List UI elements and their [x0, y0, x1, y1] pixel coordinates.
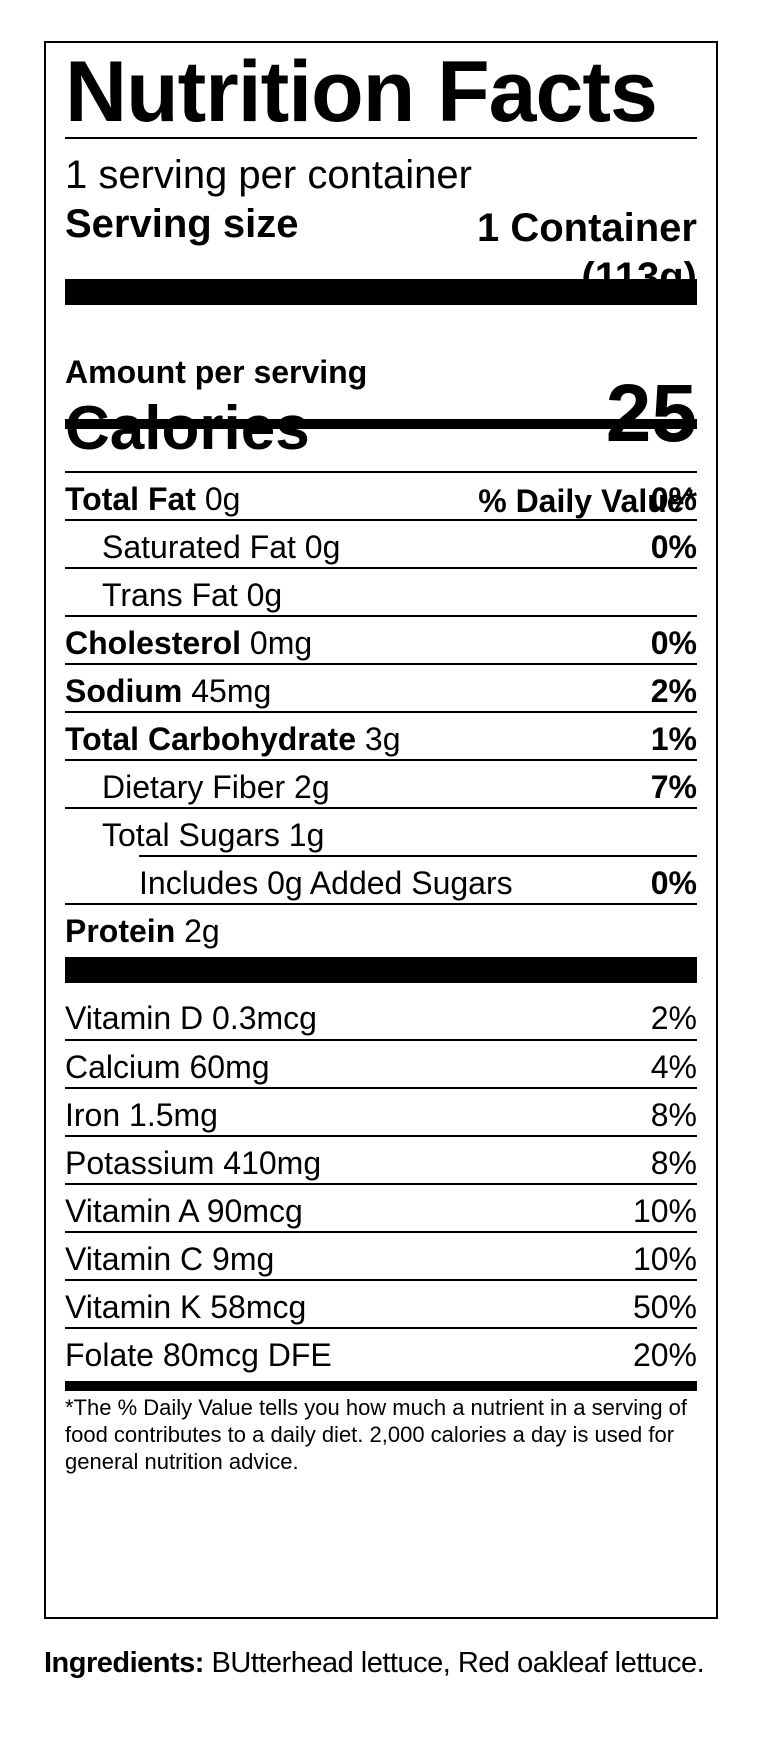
- vitamin-name: Vitamin C 9mg: [65, 1241, 275, 1277]
- divider: [65, 663, 697, 665]
- nutrient-name: Saturated Fat: [102, 529, 296, 565]
- nutrition-facts-label: Nutrition Facts 1 serving per container …: [44, 41, 718, 1619]
- medium-divider: [65, 419, 697, 429]
- nutrient-dv: 7%: [650, 769, 697, 805]
- vitamin-dv: 10%: [632, 1241, 697, 1277]
- nutrient-amount: 0mg: [249, 625, 313, 661]
- thick-divider: [65, 957, 697, 983]
- nutrient-row-cholesterol: Cholesterol 0mg 0%: [65, 617, 697, 669]
- vitamin-name: Folate 80mcg DFE: [65, 1337, 332, 1373]
- serving-size-value-line1: 1 Container: [476, 206, 697, 250]
- serving-size-label: Serving size: [65, 202, 299, 246]
- daily-value-header: % Daily Value*: [478, 483, 697, 519]
- nutrient-name: Cholesterol: [65, 625, 242, 661]
- vitamin-name: Potassium 410mg: [65, 1145, 322, 1181]
- amount-per-serving: Amount per serving: [65, 354, 368, 390]
- medium-divider: [65, 1381, 697, 1391]
- label-title: Nutrition Facts: [65, 44, 658, 140]
- nutrient-row-total-sugars: Total Sugars 1g: [65, 809, 697, 861]
- divider: [65, 1039, 697, 1041]
- vitamin-name: Vitamin D 0.3mcg: [65, 1000, 317, 1036]
- nutrient-row-added-sugars: Includes 0g Added Sugars 0%: [65, 857, 697, 909]
- nutrient-name: Trans Fat: [102, 577, 238, 613]
- nutrient-row-dietary-fiber: Dietary Fiber 2g 7%: [65, 761, 697, 813]
- vitamin-dv: 50%: [632, 1289, 697, 1325]
- vitamin-name: Vitamin A 90mcg: [65, 1193, 303, 1229]
- nutrient-amount: 2g: [294, 769, 330, 805]
- vitamin-row: Vitamin D 0.3mcg 2%: [65, 992, 697, 1044]
- divider: [65, 615, 697, 617]
- nutrient-row-protein: Protein 2g: [65, 905, 697, 957]
- nutrient-name: Includes 0g Added Sugars: [139, 865, 513, 901]
- nutrient-amount: 2g: [184, 913, 220, 949]
- vitamin-row: Vitamin C 9mg 10%: [65, 1233, 697, 1285]
- divider: [65, 807, 697, 809]
- ingredients: Ingredients: BUtterhead lettuce, Red oak…: [44, 1647, 705, 1679]
- nutrient-amount: 0g: [304, 529, 341, 565]
- calories-label: Calories: [65, 398, 310, 460]
- vitamin-row: Calcium 60mg 4%: [65, 1041, 697, 1093]
- divider: [65, 759, 697, 761]
- nutrient-name: Protein: [65, 913, 176, 949]
- divider: [65, 1327, 697, 1329]
- nutrient-dv: 1%: [650, 721, 697, 757]
- ingredients-label: Ingredients:: [44, 1647, 204, 1679]
- divider: [65, 1183, 697, 1185]
- divider: [65, 1231, 697, 1233]
- daily-value-footnote: *The % Daily Value tells you how much a …: [65, 1395, 688, 1474]
- divider: [65, 1087, 697, 1089]
- divider: [65, 567, 697, 569]
- nutrient-amount: 45mg: [191, 673, 272, 709]
- vitamin-dv: 4%: [650, 1049, 697, 1085]
- nutrient-dv: 0%: [650, 529, 697, 565]
- servings-per-container: 1 serving per container: [65, 153, 472, 197]
- vitamin-row: Folate 80mcg DFE 20%: [65, 1329, 697, 1381]
- nutrient-dv: 0%: [650, 625, 697, 661]
- divider: [65, 137, 697, 139]
- divider: [65, 471, 697, 473]
- nutrient-row-total-fat: Total Fat 0g 0%: [65, 473, 697, 525]
- nutrient-row-trans-fat: Trans Fat 0g: [65, 569, 697, 621]
- vitamin-dv: 20%: [632, 1337, 697, 1373]
- vitamin-name: Vitamin K 58mcg: [65, 1289, 307, 1325]
- nutrient-row-total-carbohydrate: Total Carbohydrate 3g 1%: [65, 713, 697, 765]
- nutrient-name: Sodium: [65, 673, 183, 709]
- nutrient-amount: 0g: [204, 481, 241, 517]
- nutrient-amount: 0g: [246, 577, 283, 613]
- nutrient-amount: 3g: [364, 721, 401, 757]
- vitamin-row: Vitamin A 90mcg 10%: [65, 1185, 697, 1237]
- divider: [139, 855, 697, 857]
- vitamin-dv: 8%: [650, 1097, 697, 1133]
- vitamin-name: Iron 1.5mg: [65, 1097, 218, 1133]
- vitamin-row: Iron 1.5mg 8%: [65, 1089, 697, 1141]
- nutrient-name: Total Fat: [65, 481, 196, 517]
- vitamin-dv: 2%: [650, 1000, 697, 1036]
- nutrient-dv: 2%: [650, 673, 697, 709]
- nutrient-name: Dietary Fiber: [102, 769, 286, 805]
- divider: [65, 903, 697, 905]
- nutrient-dv: 0%: [650, 481, 697, 517]
- ingredients-text: BUtterhead lettuce, Red oakleaf lettuce.: [211, 1647, 705, 1679]
- nutrient-row-saturated-fat: Saturated Fat 0g 0%: [65, 521, 697, 573]
- divider: [65, 1279, 697, 1281]
- nutrient-name: Total Sugars: [102, 817, 280, 853]
- vitamin-dv: 10%: [632, 1193, 697, 1229]
- vitamin-row: Potassium 410mg 8%: [65, 1137, 697, 1189]
- nutrient-amount: 1g: [288, 817, 325, 853]
- nutrient-name: Total Carbohydrate: [65, 721, 356, 757]
- calories-value: 25: [605, 368, 697, 459]
- divider: [65, 1135, 697, 1137]
- vitamin-dv: 8%: [650, 1145, 697, 1181]
- vitamin-name: Calcium 60mg: [65, 1049, 270, 1085]
- nutrient-dv: 0%: [650, 865, 697, 901]
- vitamin-row: Vitamin K 58mcg 50%: [65, 1281, 697, 1333]
- divider: [65, 519, 697, 521]
- nutrient-row-sodium: Sodium 45mg 2%: [65, 665, 697, 717]
- thick-divider: [65, 279, 697, 305]
- divider: [65, 711, 697, 713]
